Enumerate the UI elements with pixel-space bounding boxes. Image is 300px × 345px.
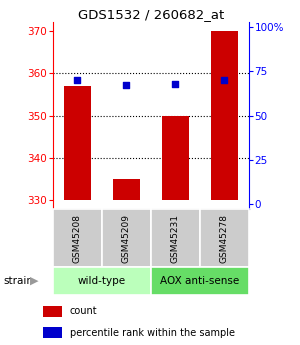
Text: GSM45278: GSM45278 <box>220 214 229 263</box>
Text: GSM45209: GSM45209 <box>122 214 131 263</box>
FancyBboxPatch shape <box>151 267 249 295</box>
Text: count: count <box>70 306 97 316</box>
Point <box>124 83 129 88</box>
Text: wild-type: wild-type <box>78 276 126 286</box>
Point <box>75 77 80 83</box>
Bar <box>43 327 62 338</box>
Text: strain: strain <box>3 276 33 286</box>
Bar <box>162 116 189 200</box>
Bar <box>113 179 140 200</box>
FancyBboxPatch shape <box>102 209 151 267</box>
FancyBboxPatch shape <box>52 267 151 295</box>
Title: GDS1532 / 260682_at: GDS1532 / 260682_at <box>78 8 224 21</box>
FancyBboxPatch shape <box>52 209 102 267</box>
Bar <box>211 31 238 200</box>
Bar <box>43 306 62 317</box>
Text: percentile rank within the sample: percentile rank within the sample <box>70 328 235 338</box>
Text: GSM45231: GSM45231 <box>171 214 180 263</box>
Text: GSM45208: GSM45208 <box>73 214 82 263</box>
Bar <box>64 86 91 200</box>
Text: AOX anti-sense: AOX anti-sense <box>160 276 239 286</box>
Point <box>222 77 227 83</box>
Text: ▶: ▶ <box>30 276 39 286</box>
Point <box>173 81 178 86</box>
FancyBboxPatch shape <box>200 209 249 267</box>
FancyBboxPatch shape <box>151 209 200 267</box>
